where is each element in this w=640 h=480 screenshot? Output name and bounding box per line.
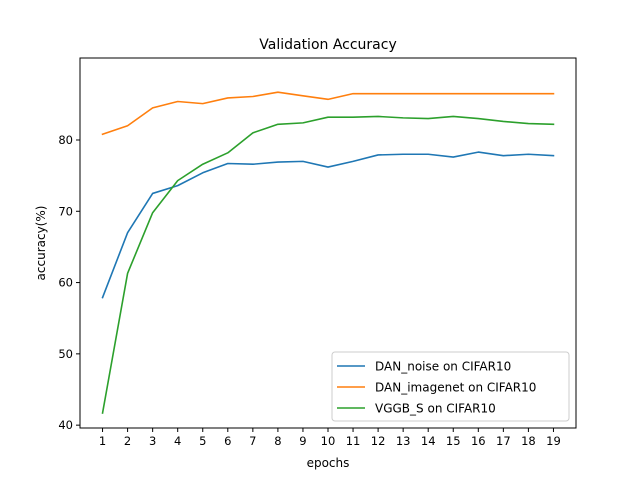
x-tick-label: 7 [249, 434, 256, 448]
series-line-2 [101, 91, 555, 136]
legend-label-2: DAN_imagenet on CIFAR10 [375, 381, 536, 395]
x-tick-label: 3 [149, 434, 156, 448]
y-tick-label: 40 [58, 418, 73, 432]
x-tick-label: 19 [546, 434, 561, 448]
x-tick-label: 10 [321, 434, 336, 448]
x-tick-label: 12 [371, 434, 386, 448]
x-axis-label: epochs [307, 456, 350, 470]
legend-box [331, 351, 570, 422]
x-tick-label: 13 [396, 434, 411, 448]
x-axis: 1 2 3 4 5 6 7 8 9 10 11 12 13 14 15 16 17 18 19 [99, 428, 561, 448]
x-tick-label: 17 [496, 434, 511, 448]
y-axis: 40 50 60 70 80 [58, 133, 80, 432]
chart-title: Validation Accuracy [259, 37, 397, 53]
x-tick-label: 18 [521, 434, 536, 448]
x-tick-label: 2 [124, 434, 131, 448]
x-tick-label: 1 [99, 434, 106, 448]
x-tick-label: 11 [346, 434, 361, 448]
x-tick-label: 14 [421, 434, 436, 448]
y-tick-label: 80 [58, 133, 73, 147]
y-axis-label: accuracy(%) [34, 206, 48, 281]
x-tick-label: 8 [274, 434, 281, 448]
series-line-3 [101, 115, 555, 414]
x-tick-label: 5 [199, 434, 206, 448]
series-line-1 [101, 151, 555, 299]
x-tick-label: 9 [299, 434, 306, 448]
x-tick-label: 16 [471, 434, 486, 448]
y-tick-label: 70 [58, 204, 73, 218]
legend-label-1: DAN_noise on CIFAR10 [375, 360, 511, 374]
series-lines [101, 91, 555, 414]
legend[interactable]: DAN_noise on CIFAR10 DAN_imagenet on CIFA… [331, 351, 570, 422]
x-tick-label: 15 [446, 434, 461, 448]
x-tick-label: 6 [224, 434, 231, 448]
y-tick-label: 50 [58, 347, 73, 361]
y-tick-label: 60 [58, 276, 73, 290]
x-tick-label: 4 [174, 434, 181, 448]
legend-label-3: VGGB_S on CIFAR10 [375, 402, 496, 416]
